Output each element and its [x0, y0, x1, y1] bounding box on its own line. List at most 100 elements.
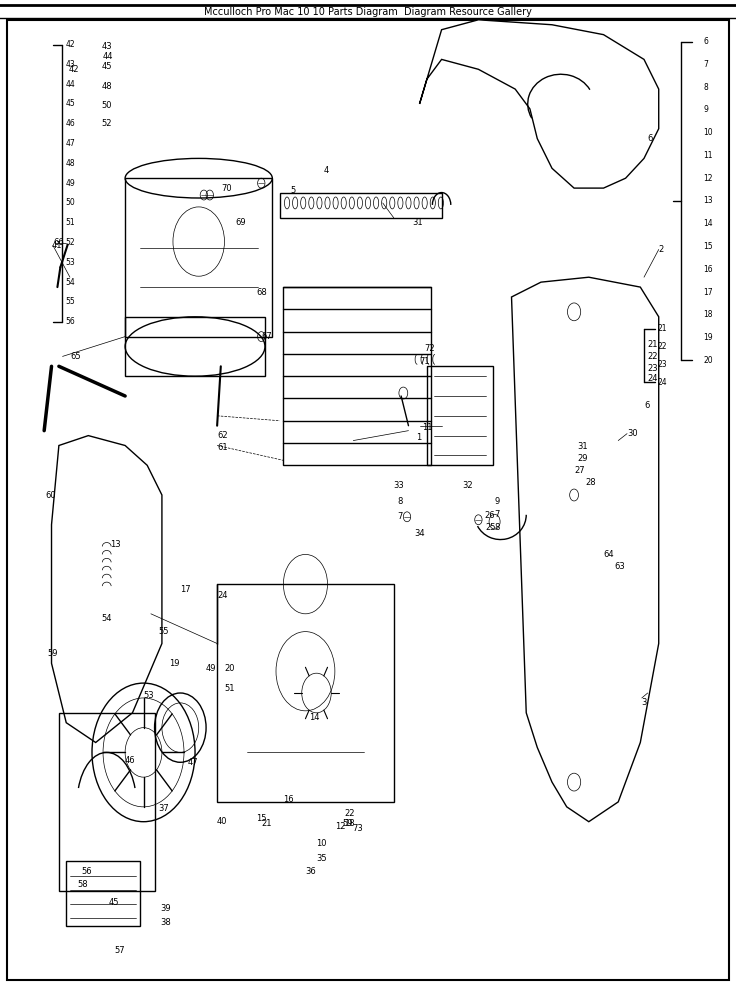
Text: 45: 45 — [109, 898, 119, 908]
Text: 51: 51 — [66, 218, 75, 228]
Text: 22: 22 — [344, 809, 355, 819]
Text: 6: 6 — [704, 37, 709, 47]
Text: 18: 18 — [344, 819, 355, 829]
Text: 33: 33 — [394, 480, 405, 490]
Text: 18: 18 — [704, 310, 713, 320]
Text: 26: 26 — [484, 511, 495, 521]
Text: 67: 67 — [261, 332, 272, 342]
Text: 73: 73 — [352, 824, 363, 834]
Text: 60: 60 — [46, 490, 56, 500]
Text: 54: 54 — [102, 614, 112, 624]
Text: 47: 47 — [188, 757, 198, 767]
Text: 45: 45 — [66, 99, 75, 109]
Text: 37: 37 — [158, 804, 169, 814]
Text: 54: 54 — [66, 277, 75, 287]
Text: 28: 28 — [585, 477, 595, 487]
Text: 24: 24 — [657, 377, 667, 387]
Text: 71: 71 — [420, 356, 430, 366]
Text: 16: 16 — [283, 795, 293, 805]
Text: 17: 17 — [180, 584, 191, 594]
Text: 23: 23 — [657, 359, 667, 369]
Text: 9: 9 — [495, 497, 500, 507]
Text: 53: 53 — [144, 691, 154, 701]
Text: 40: 40 — [217, 817, 227, 827]
Text: 34: 34 — [414, 529, 425, 539]
Text: 12: 12 — [335, 822, 345, 832]
Text: 38: 38 — [160, 918, 171, 928]
Text: 55: 55 — [158, 627, 169, 637]
Text: 48: 48 — [66, 158, 75, 168]
Text: 7: 7 — [397, 512, 403, 522]
Text: 50: 50 — [102, 101, 112, 111]
PathPatch shape — [420, 20, 659, 188]
Text: 22: 22 — [648, 351, 658, 361]
Text: 41: 41 — [52, 241, 62, 250]
Text: 6: 6 — [645, 401, 650, 411]
Text: 7: 7 — [704, 59, 709, 69]
Text: 21: 21 — [648, 340, 658, 349]
Text: 8: 8 — [397, 497, 403, 507]
Text: 20: 20 — [704, 355, 713, 365]
Text: 48: 48 — [102, 81, 112, 91]
Text: 15: 15 — [704, 242, 713, 251]
Text: 10: 10 — [704, 128, 713, 138]
Text: 65: 65 — [70, 351, 80, 361]
Text: 1: 1 — [416, 433, 421, 443]
Text: 5: 5 — [291, 185, 296, 195]
Text: 36: 36 — [305, 866, 316, 876]
Text: 49: 49 — [206, 663, 216, 673]
Text: 53: 53 — [66, 257, 75, 267]
Text: 45: 45 — [102, 61, 112, 71]
Text: 51: 51 — [224, 683, 235, 693]
Text: 8: 8 — [704, 82, 708, 92]
Text: 8: 8 — [495, 523, 500, 533]
Text: 31: 31 — [578, 442, 588, 451]
Text: 19: 19 — [169, 658, 180, 668]
Text: 39: 39 — [160, 904, 171, 914]
Text: 29: 29 — [578, 453, 588, 463]
Text: 21: 21 — [261, 819, 272, 829]
Text: 3: 3 — [642, 698, 647, 708]
Text: 63: 63 — [615, 561, 626, 571]
Text: 14: 14 — [704, 219, 713, 229]
Text: 24: 24 — [217, 591, 227, 601]
Text: 43: 43 — [66, 59, 75, 69]
Text: 62: 62 — [217, 431, 227, 441]
Text: 2: 2 — [659, 245, 664, 254]
Text: 61: 61 — [217, 443, 227, 452]
Text: 22: 22 — [657, 342, 667, 351]
Text: 12: 12 — [704, 173, 713, 183]
Text: 20: 20 — [224, 663, 235, 673]
Text: 55: 55 — [66, 297, 75, 307]
Text: 46: 46 — [66, 119, 75, 129]
Text: 56: 56 — [81, 866, 91, 876]
Text: 27: 27 — [574, 465, 584, 475]
Text: 16: 16 — [704, 264, 713, 274]
Text: 58: 58 — [77, 879, 88, 889]
Text: 15: 15 — [256, 814, 266, 824]
Text: 43: 43 — [102, 42, 112, 51]
Text: 9: 9 — [704, 105, 709, 115]
Text: 57: 57 — [114, 945, 124, 955]
Text: 14: 14 — [309, 713, 319, 723]
Text: 52: 52 — [66, 238, 75, 248]
Text: 68: 68 — [256, 287, 267, 297]
Text: 72: 72 — [425, 344, 435, 353]
Text: 69: 69 — [236, 218, 246, 228]
Text: 13: 13 — [704, 196, 713, 206]
Text: 35: 35 — [316, 853, 327, 863]
Text: 21: 21 — [657, 324, 667, 334]
Text: 32: 32 — [462, 480, 473, 490]
Text: 46: 46 — [125, 755, 135, 765]
Text: 42: 42 — [66, 40, 75, 50]
Text: 42: 42 — [68, 64, 79, 74]
Text: 25: 25 — [486, 523, 496, 533]
Text: 52: 52 — [102, 119, 112, 129]
Text: 70: 70 — [221, 183, 231, 193]
Text: 4: 4 — [324, 165, 329, 175]
Text: 59: 59 — [342, 819, 353, 829]
Text: 30: 30 — [627, 429, 637, 439]
Text: 13: 13 — [110, 540, 121, 549]
Text: 31: 31 — [412, 218, 422, 228]
Text: 47: 47 — [66, 139, 75, 148]
